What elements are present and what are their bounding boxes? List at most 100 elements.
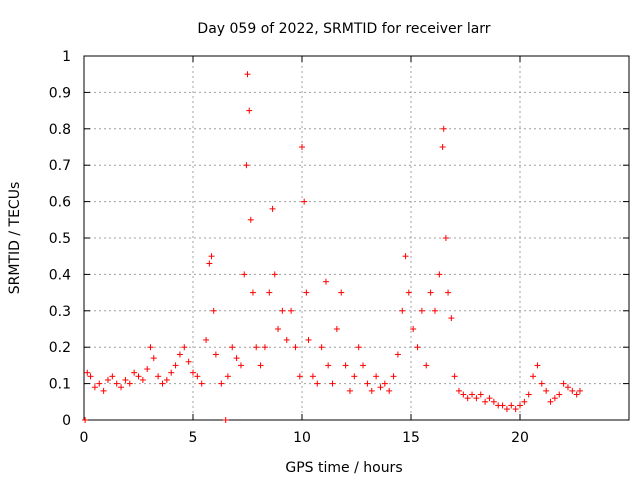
data-point — [283, 336, 290, 343]
y-tick-label: 0.2 — [49, 340, 71, 356]
y-tick-label: 0.4 — [49, 267, 71, 283]
data-point — [296, 373, 303, 380]
data-point — [364, 380, 371, 387]
y-tick-label: 0.5 — [49, 231, 71, 247]
data-point — [113, 380, 120, 387]
data-point — [261, 344, 268, 351]
data-point — [299, 144, 305, 150]
data-point — [91, 384, 98, 391]
x-tick-label: 0 — [80, 430, 89, 446]
data-point — [109, 373, 116, 380]
data-point — [455, 387, 462, 394]
data-point — [269, 205, 276, 212]
data-point — [360, 362, 367, 369]
data-point — [150, 355, 157, 362]
data-point — [440, 125, 447, 132]
data-point — [246, 107, 253, 114]
data-point — [249, 289, 256, 296]
data-point — [333, 326, 340, 332]
data-point — [303, 289, 310, 296]
y-tick-label: 1 — [62, 49, 71, 65]
data-point — [271, 271, 278, 278]
data-point — [100, 387, 107, 394]
data-point — [346, 387, 353, 394]
data-point — [266, 289, 273, 296]
data-point — [82, 417, 89, 423]
data-point — [508, 402, 515, 409]
data-point — [292, 344, 299, 351]
data-point — [431, 307, 438, 314]
data-point — [168, 369, 175, 376]
data-point — [414, 344, 421, 351]
data-point — [325, 362, 332, 369]
data-point — [322, 278, 329, 285]
data-point — [104, 376, 111, 383]
data-point — [208, 253, 215, 260]
data-point — [229, 344, 236, 351]
data-point — [241, 271, 248, 278]
data-point — [279, 307, 286, 314]
data-point — [237, 362, 244, 369]
data-point — [418, 307, 425, 314]
data-point — [135, 373, 142, 380]
data-point — [318, 344, 325, 351]
data-point — [288, 307, 295, 314]
data-point — [547, 398, 554, 405]
data-point — [87, 373, 94, 380]
data-point — [427, 289, 434, 296]
data-point — [338, 289, 345, 296]
data-point — [543, 387, 550, 394]
x-axis-label: GPS time / hours — [285, 460, 402, 476]
data-point — [486, 395, 493, 402]
data-point — [309, 373, 316, 380]
data-point — [314, 380, 321, 387]
data-point — [247, 216, 254, 223]
data-point — [212, 351, 219, 358]
data-point — [451, 373, 458, 380]
y-axis-label: SRMTID / TECUs — [7, 182, 23, 295]
data-point — [377, 384, 384, 391]
data-point — [118, 384, 125, 391]
data-point — [355, 344, 362, 351]
data-point — [163, 376, 170, 383]
y-tick-label: 0.9 — [49, 85, 71, 101]
data-point — [464, 395, 471, 402]
data-point — [503, 406, 510, 413]
data-point — [512, 406, 519, 413]
y-tick-label: 0.8 — [49, 122, 71, 138]
data-point — [477, 391, 484, 398]
y-tick-label: 0.6 — [49, 195, 71, 211]
data-point — [257, 362, 264, 369]
data-point — [569, 387, 576, 394]
data-point — [122, 376, 129, 383]
data-point — [436, 271, 443, 278]
data-point — [394, 351, 401, 358]
data-point — [517, 402, 523, 409]
data-point — [551, 395, 558, 402]
data-point — [210, 307, 217, 314]
data-points — [82, 71, 583, 423]
data-point — [473, 395, 480, 402]
x-tick-label: 10 — [293, 430, 311, 446]
data-point — [573, 391, 580, 398]
data-point — [243, 162, 250, 169]
y-tick-label: 0.1 — [49, 377, 71, 393]
data-point — [253, 344, 260, 351]
data-point — [439, 144, 446, 150]
data-point — [159, 380, 166, 387]
data-point — [442, 235, 449, 241]
data-point — [126, 380, 133, 387]
data-point — [402, 253, 409, 260]
data-point — [490, 398, 497, 405]
data-point — [206, 260, 213, 267]
data-point — [410, 326, 417, 332]
data-point — [399, 307, 406, 314]
data-point — [194, 373, 201, 380]
data-point — [144, 366, 151, 373]
data-point — [305, 336, 312, 343]
data-point — [538, 380, 545, 387]
data-point — [390, 373, 397, 380]
data-point — [185, 358, 192, 365]
data-point — [351, 373, 358, 380]
